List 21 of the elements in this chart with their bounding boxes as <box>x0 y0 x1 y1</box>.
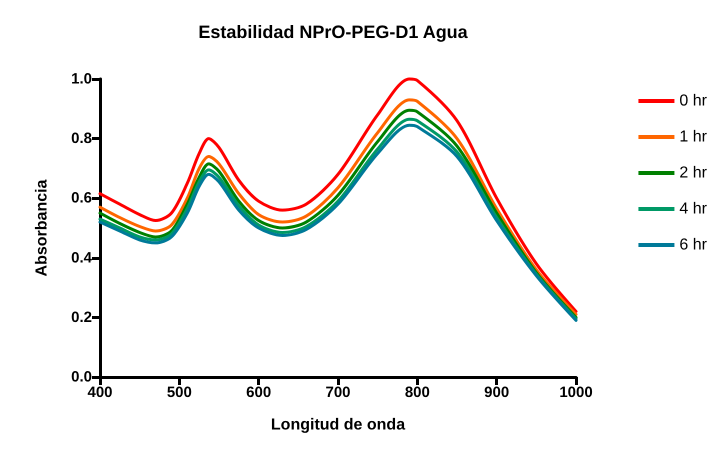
x-tick-label: 600 <box>246 384 272 401</box>
x-tick-label: 900 <box>484 384 510 401</box>
x-tick-label: 700 <box>325 384 351 401</box>
legend-label: 0 hr <box>679 92 708 110</box>
y-tick-label: 0.8 <box>71 130 92 148</box>
legend-label: 2 hr <box>679 164 708 182</box>
y-tick-label: 0.2 <box>71 308 92 326</box>
x-tick-label: 800 <box>404 384 430 401</box>
legend-label: 6 hr <box>679 236 708 254</box>
x-tick-label: 500 <box>166 384 192 401</box>
y-tick-label: 0.4 <box>71 249 93 266</box>
legend-label: 4 hr <box>679 200 708 218</box>
y-tick-label: 1.0 <box>71 70 92 88</box>
y-axis-title: Absorbancia <box>34 179 50 276</box>
x-axis-title: Longitud de onda <box>270 416 406 434</box>
x-tick-label: 1000 <box>559 384 593 401</box>
x-tick-label: 400 <box>87 384 113 401</box>
legend-label: 1 hr <box>679 128 708 146</box>
chart-title: Estabilidad NPrO-PEG-D1 Agua <box>198 22 469 42</box>
y-tick-label: 0.0 <box>71 368 92 386</box>
y-tick-label: 0.6 <box>71 190 92 207</box>
